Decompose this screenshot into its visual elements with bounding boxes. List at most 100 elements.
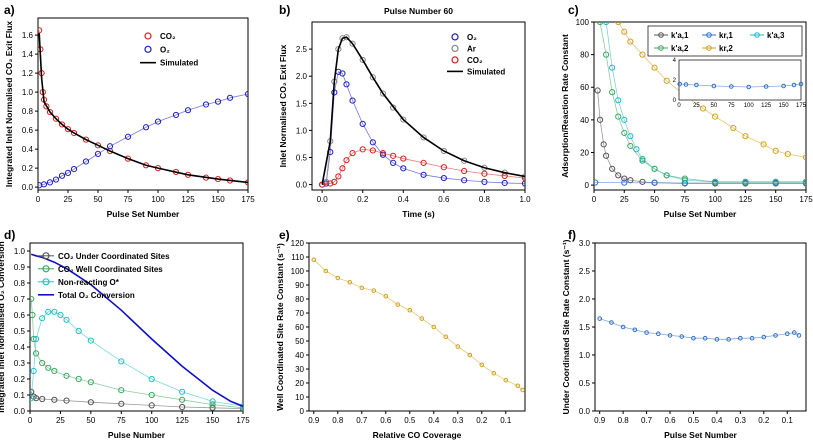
data-point	[209, 398, 216, 405]
data-point	[58, 121, 66, 128]
series-connector	[599, 22, 806, 183]
x-tick-label: 0	[592, 195, 597, 204]
data-point	[791, 82, 797, 88]
data-point	[702, 335, 708, 341]
y-tick-label: 1.0	[579, 351, 591, 360]
y-tick-label: 0.4	[22, 145, 34, 154]
legend-swatch-marker	[144, 32, 152, 40]
y-tick-label: 1.2	[22, 69, 34, 78]
data-point	[214, 98, 222, 105]
x-tick-label: 150	[206, 416, 220, 425]
data-point	[467, 352, 473, 358]
y-tick-label: 2.0	[579, 295, 591, 304]
y-tick-label: 1.0	[14, 247, 26, 256]
plot-frame	[311, 21, 526, 191]
data-point	[761, 334, 767, 340]
x-tick-label: 150	[769, 195, 783, 204]
data-point	[87, 337, 94, 344]
data-point	[75, 327, 82, 335]
data-point	[38, 27, 43, 34]
series-connector	[321, 36, 525, 185]
y-tick-label: 120	[291, 239, 305, 248]
panel-label: a)	[4, 3, 15, 17]
data-point	[87, 379, 94, 386]
data-point	[335, 173, 342, 180]
legend-entry: Non-reacting O*	[58, 278, 120, 287]
plot-area	[311, 257, 525, 393]
data-point	[118, 400, 125, 407]
data-point	[609, 165, 616, 172]
data-point	[603, 152, 610, 159]
data-point	[369, 139, 376, 146]
data-point	[343, 157, 350, 164]
x-tick-label: 150	[211, 195, 225, 204]
data-point	[420, 159, 427, 167]
data-point	[667, 333, 673, 338]
data-point	[63, 397, 70, 404]
data-point	[379, 150, 387, 157]
data-point	[699, 105, 707, 112]
data-point	[714, 337, 720, 342]
series-connector	[322, 148, 525, 185]
plot-area	[319, 34, 525, 188]
x-tick-label: 0.6	[380, 416, 392, 425]
data-point	[239, 403, 243, 410]
data-point	[339, 165, 346, 172]
x-tick-label: 0.3	[735, 416, 747, 425]
legend-swatch-marker	[42, 265, 50, 273]
data-point	[390, 104, 397, 111]
series-ar	[319, 34, 525, 188]
x-tick-label: 75	[680, 195, 689, 204]
x-tick-label: 0.0	[317, 195, 329, 204]
data-point	[615, 172, 622, 179]
data-point	[627, 38, 634, 45]
x-tick-label: 0.4	[398, 195, 410, 204]
data-point	[521, 174, 525, 182]
x-tick-label: 125	[181, 195, 195, 204]
legend-entry: CO₂	[467, 56, 483, 65]
x-axis-label: Relative CO Coverage	[373, 430, 462, 440]
series-non-reacting-o-	[30, 308, 243, 410]
y-tick-label: 10	[295, 393, 304, 402]
plot-frame	[29, 242, 244, 412]
inset-x-tick-label: 175	[796, 103, 807, 109]
x-tick-label: 0.5	[688, 416, 700, 425]
x-tick-label: 0.7	[641, 416, 653, 425]
legend-entry: O₂	[467, 33, 477, 42]
series-connector	[30, 311, 243, 407]
data-point	[40, 181, 48, 188]
y-tick-label: 0.8	[22, 107, 34, 116]
data-point	[798, 81, 804, 87]
y-tick-label: 1.5	[296, 99, 308, 108]
data-point	[600, 141, 607, 148]
x-tick-label: 25	[56, 416, 65, 425]
panel-e: 0.9 0.8 0.7 0.6 0.5 0.4 0.3 0.2 0.1 0 10 20 30 40 50 60…	[275, 228, 526, 440]
legend-entry: kr,2	[719, 44, 733, 53]
data-point	[371, 288, 377, 293]
data-point	[383, 293, 389, 299]
y-tick-label: 20	[580, 148, 589, 157]
data-point	[118, 387, 125, 394]
data-point	[621, 28, 628, 35]
data-point	[335, 275, 341, 281]
data-point	[728, 84, 734, 89]
data-point	[627, 142, 634, 150]
y-axis-label: Integrated Inlet Normalised O₂ Conversio…	[0, 241, 6, 412]
x-tick-label: 0.8	[479, 195, 491, 204]
data-point	[603, 22, 610, 26]
series-co-	[38, 27, 248, 186]
series-connector	[597, 90, 806, 184]
legend: k'a,1 kr,1 k'a,3 k'a,2 kr,2	[647, 25, 803, 57]
data-point	[791, 330, 797, 335]
plot-frame	[593, 21, 807, 191]
legend: CO₂ Under Coordinated Sites CO₂ Well Coor…	[38, 252, 170, 300]
data-point	[63, 316, 70, 323]
inset-x-tick-label: 25	[693, 103, 700, 109]
inset-x-tick-label: 75	[728, 103, 735, 109]
data-point	[609, 64, 616, 71]
legend-entry: Ar	[467, 44, 476, 53]
data-point	[639, 178, 646, 185]
data-point	[515, 383, 521, 389]
data-point	[64, 126, 72, 133]
